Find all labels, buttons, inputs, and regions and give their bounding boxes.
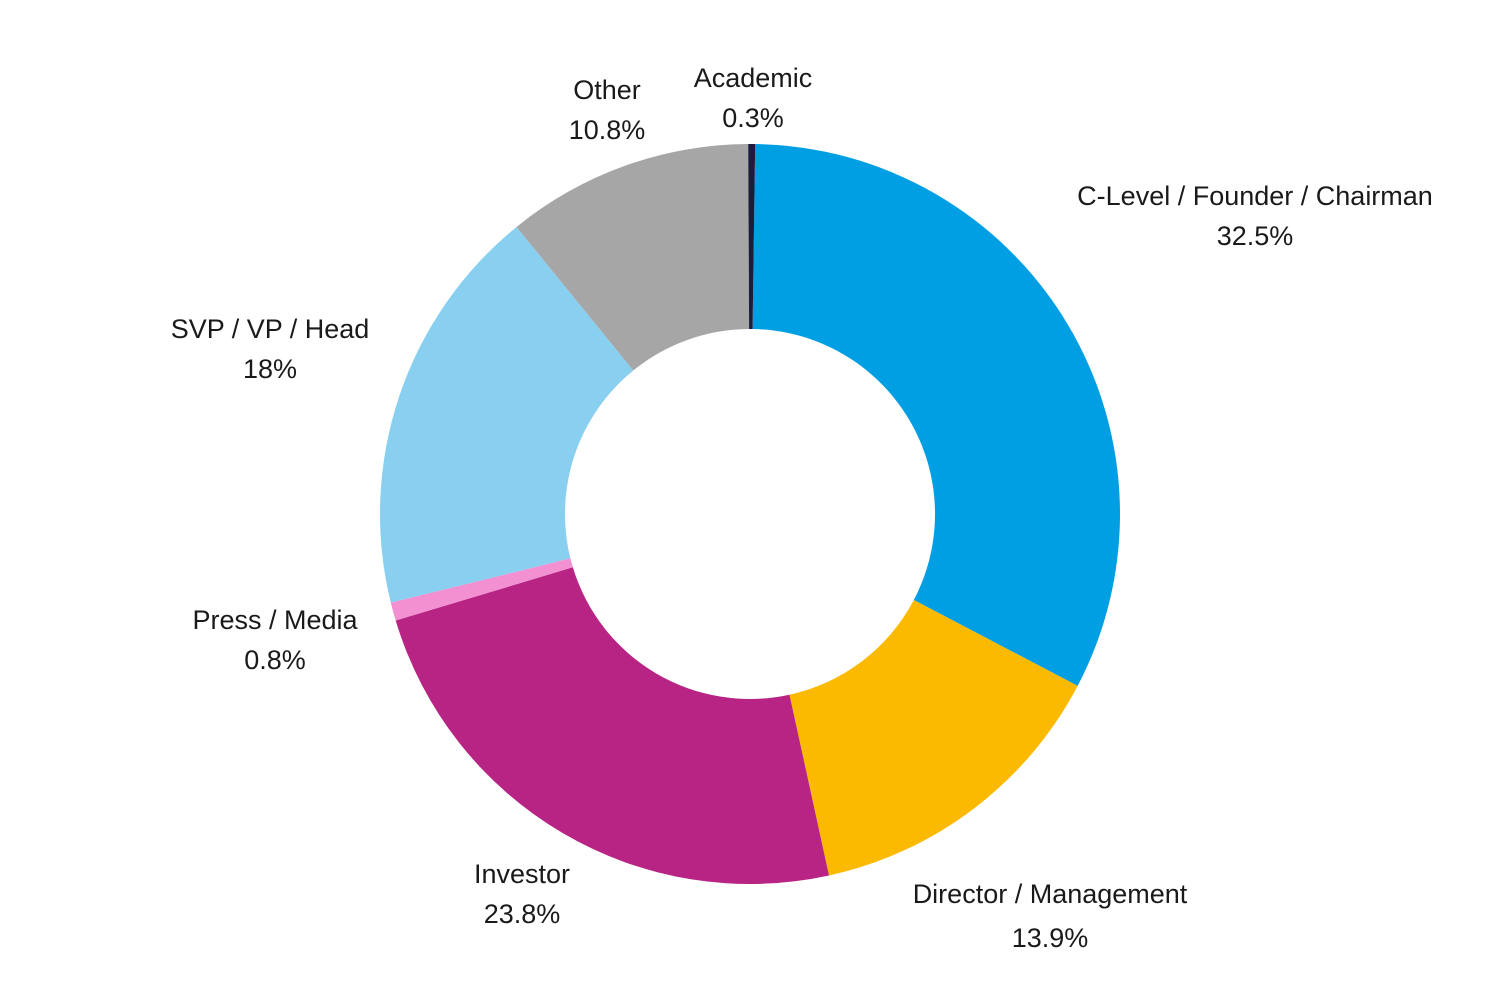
slice-value: 0.8% xyxy=(244,645,306,675)
label-press: Press / Media 0.8% xyxy=(192,600,357,680)
slice-value: 18% xyxy=(242,354,298,384)
slice-label: Investor xyxy=(473,859,571,889)
slice-label: SVP / VP / Head xyxy=(170,314,370,344)
slice-investor xyxy=(395,567,829,885)
label-svp: SVP / VP / Head 18% xyxy=(171,309,370,389)
slice-value: 23.8% xyxy=(483,899,561,929)
slice-value: 0.3% xyxy=(722,103,784,133)
label-director: Director / Management 13.9% xyxy=(913,874,1188,958)
slice-label: Other xyxy=(573,75,641,105)
label-other: Other 10.8% xyxy=(569,70,646,150)
slice-label: Director / Management xyxy=(912,879,1188,909)
label-academic: Academic 0.3% xyxy=(694,58,813,138)
slice-label: Academic xyxy=(693,63,813,93)
slice-value: 32.5% xyxy=(1216,221,1294,251)
label-investor: Investor 23.8% xyxy=(474,854,570,934)
slice-press-media xyxy=(390,558,573,621)
slice-c-level-founder-chairman xyxy=(752,144,1121,686)
slice-other xyxy=(516,144,750,371)
slice-value: 10.8% xyxy=(568,115,646,145)
slice-academic xyxy=(748,143,756,330)
slice-label: Press / Media xyxy=(192,605,358,635)
slice-label: C-Level / Founder / Chairman xyxy=(1077,181,1433,211)
slice-value: 13.9% xyxy=(1011,923,1089,953)
label-c-level: C-Level / Founder / Chairman 32.5% xyxy=(1077,176,1433,256)
slice-director-management xyxy=(789,599,1078,876)
slice-svp-vp-head xyxy=(379,226,634,603)
